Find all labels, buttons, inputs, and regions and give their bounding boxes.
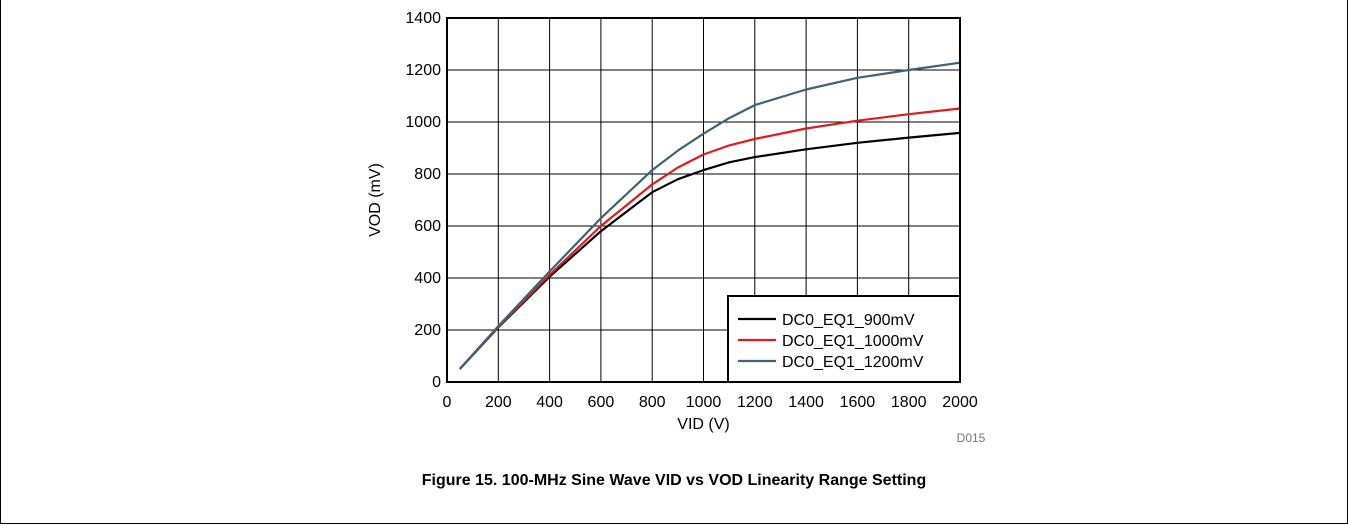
y-tick-label-6: 1200	[405, 62, 441, 79]
chart-id-label: D015	[957, 431, 986, 445]
series-line-1	[458, 107, 961, 370]
y-tick-labels: 0 200 400 600 800 1000 1200 1400	[405, 10, 441, 391]
series-group	[458, 61, 961, 370]
x-tick-label-2: 400	[536, 394, 563, 411]
x-axis-label: VID (V)	[677, 416, 729, 433]
legend-label-1: DC0_EQ1_1000mV	[782, 333, 924, 350]
x-tick-label-5: 1000	[686, 394, 722, 411]
x-tick-label-1: 200	[485, 394, 512, 411]
x-tick-label-4: 800	[639, 394, 666, 411]
series-line-2	[458, 61, 961, 370]
legend: DC0_EQ1_900mV DC0_EQ1_1000mV DC0_EQ1_1200m…	[727, 295, 961, 383]
x-tick-label-7: 1400	[788, 394, 824, 411]
y-tick-label-5: 1000	[405, 114, 441, 131]
x-tick-label-8: 1600	[840, 394, 876, 411]
x-tick-label-9: 1800	[891, 394, 927, 411]
figure-caption: Figure 15. 100-MHz Sine Wave VID vs VOD …	[421, 472, 927, 489]
y-tick-label-3: 600	[414, 218, 441, 235]
x-tick-label-6: 1200	[737, 394, 773, 411]
y-tick-label-0: 0	[432, 374, 441, 391]
y-axis-label: VOD (mV)	[367, 163, 384, 237]
x-tick-label-3: 600	[588, 394, 615, 411]
legend-label-2: DC0_EQ1_1200mV	[782, 354, 924, 371]
plot-border	[446, 17, 961, 383]
x-tick-label-10: 2000	[942, 394, 978, 411]
line-chart: 0 200 400 600 800 1000 1200 1400 0 200 400 600 800 1…	[367, 10, 986, 445]
x-tick-label-0: 0	[443, 394, 452, 411]
y-tick-label-4: 800	[414, 166, 441, 183]
y-tick-label-1: 200	[414, 322, 441, 339]
x-tick-labels: 0 200 400 600 800 1000 1200 1400 1600 1800 2000	[443, 394, 978, 411]
legend-label-0: DC0_EQ1_900mV	[782, 312, 915, 329]
series-line-0	[458, 131, 961, 370]
y-tick-label-2: 400	[414, 270, 441, 287]
y-tick-label-7: 1400	[405, 10, 441, 27]
